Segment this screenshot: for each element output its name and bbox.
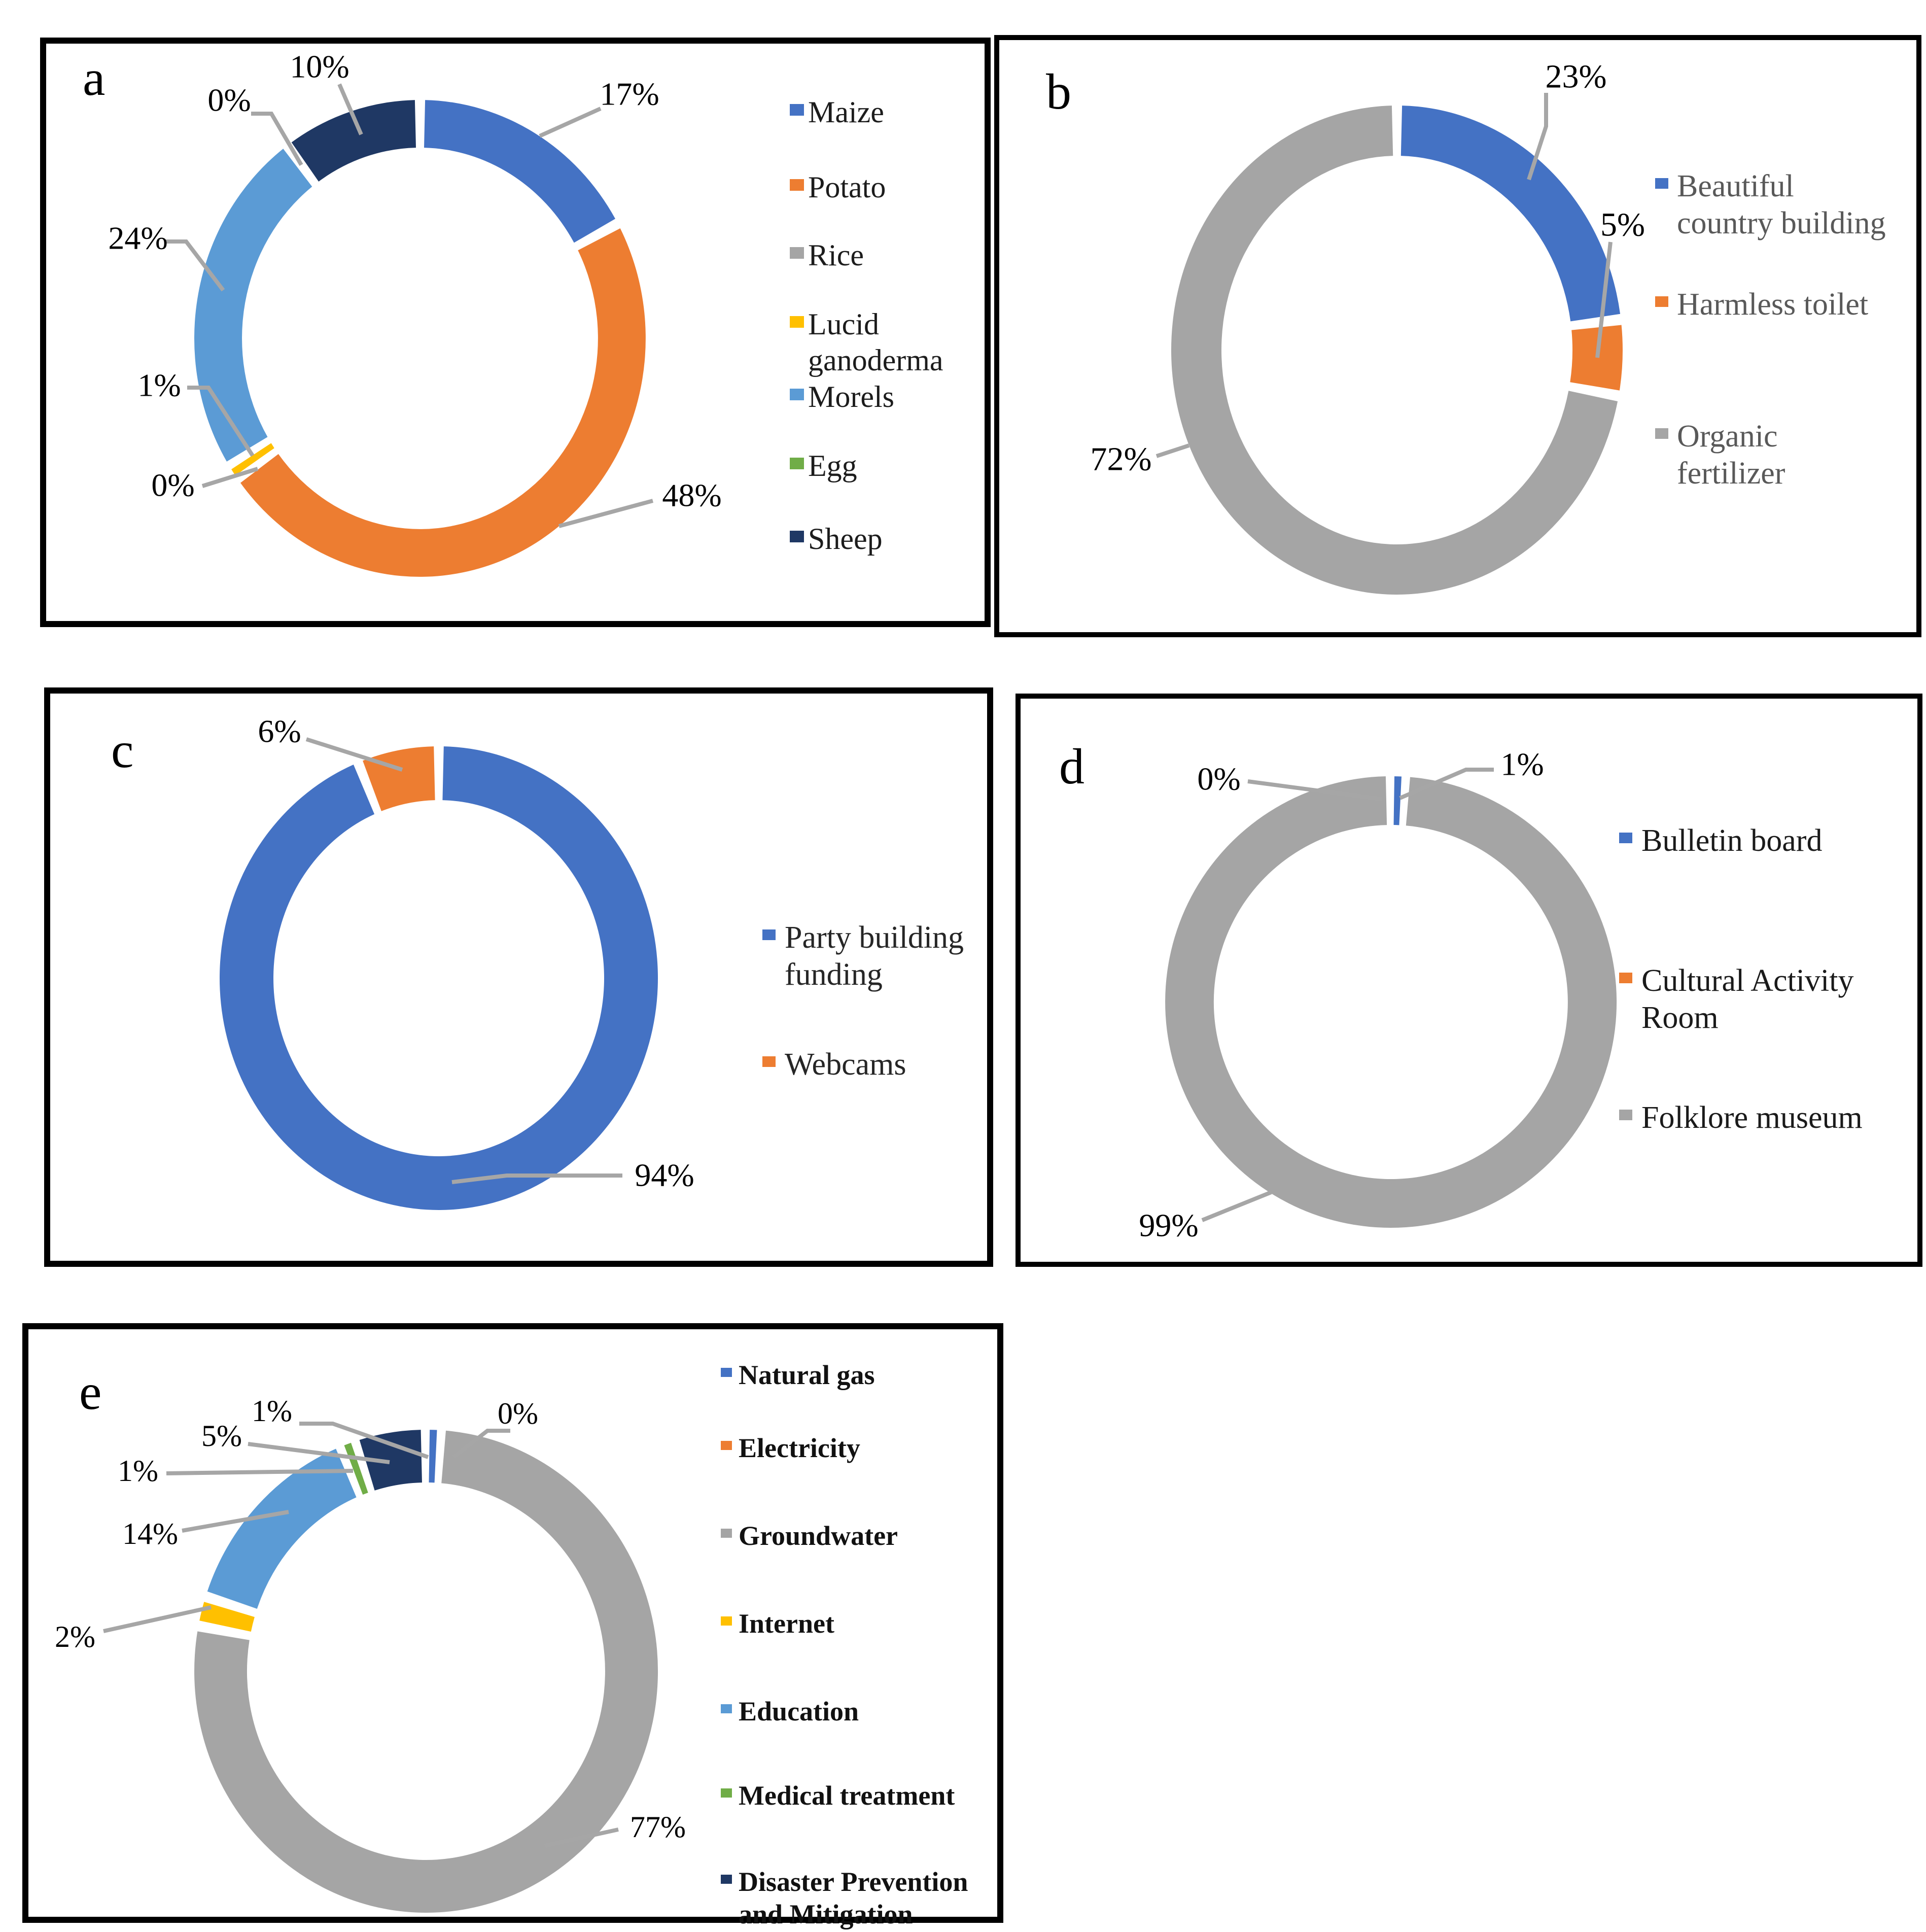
panel-letter-d: d [1059,738,1084,795]
donut-chart-a: 17% 48% 0% 1% 24% 0% 10% [108,49,722,577]
slice-e-disaster-prevention-and-mitigation [359,1430,422,1491]
slice-e-natural-gas [429,1430,437,1483]
slice-c-webcams [363,746,435,811]
data-label-d-bulletin-board: 1% [1500,746,1544,782]
slice-e-internet [199,1602,255,1632]
panel-letter-b: b [1046,63,1071,120]
data-label-a-lucid-ganoderma: 1% [137,367,181,403]
data-label-a-rice: 0% [151,467,194,503]
data-label-b-harmless-toilet: 5% [1600,206,1645,244]
panel-d: d 1% 0% 99% Bulletin board Cultural Activity… [1015,694,1922,1267]
leader-line-a-maize [539,107,602,138]
leader-line-a-sheep [337,83,363,135]
slice-a-morels [194,149,312,462]
data-label-a-maize: 17% [600,76,659,112]
leader-line-c-party-building-funding [451,1174,622,1184]
leader-line-d-folklore-museum [1201,1190,1272,1222]
data-label-e-internet: 2% [55,1620,95,1653]
data-label-d-cultural-activity-room: 0% [1197,761,1240,797]
data-label-a-potato: 48% [662,477,721,513]
slice-a-maize [424,100,615,243]
leader-line-a-egg [251,112,303,166]
leader-line-d-cultural-activity-room [1247,779,1382,801]
panel-e: e 1% 0% 77% 2% 14% 1% 5% Natural gas Electricity… [22,1323,1003,1929]
data-label-e-disaster-prevention-and-mitigation: 5% [201,1419,242,1453]
leader-line-e-medical-treatment [166,1469,354,1475]
leader-line-e-groundwater [544,1827,619,1848]
leader-line-e-electricity [452,1429,510,1459]
slice-d-bulletin-board [1393,776,1402,825]
slice-e-education [207,1448,357,1609]
panel-a: a 17% 48% 0% 1% 24% 0% 10% Maize Potato Rice Lucid… [40,38,991,627]
leader-line-e-natural-gas [299,1422,429,1459]
leader-line-a-rice [201,467,259,488]
data-label-b-beautiful-country-building: 23% [1546,58,1607,95]
leader-line-b-beautiful-country-building [1527,93,1548,181]
donut-chart-d: 1% 0% 99% [1139,746,1617,1244]
donut-chart-c: 94% 6% [220,713,694,1210]
slice-c-party-building-funding [220,746,658,1210]
donut-chart-e: 1% 0% 77% 2% 14% 1% 5% [55,1394,686,1913]
slice-d-folklore-museum [1165,776,1617,1228]
leader-line-b-harmless-toilet [1595,242,1613,358]
panel-letter-c: c [111,722,134,778]
donut-chart-b: 23% 5% 72% [1091,58,1645,595]
slice-a-potato [240,228,646,577]
slice-b-harmless-toilet [1570,325,1623,391]
leader-line-c-webcams [305,737,403,772]
leader-line-d-bulletin-board [1399,768,1494,800]
data-label-e-natural-gas: 1% [252,1394,292,1428]
data-label-e-groundwater: 77% [630,1810,686,1844]
leader-line-b-organic-fertilizer [1155,443,1190,458]
data-label-e-electricity: 0% [498,1397,538,1430]
leader-line-a-lucid-ganoderma [187,386,255,457]
slice-a-sheep [291,100,416,182]
data-label-c-party-building-funding: 94% [635,1157,694,1193]
panel-letter-e: e [79,1364,102,1420]
data-label-a-sheep: 10% [290,49,349,85]
leader-line-a-potato [558,499,654,528]
slice-a-lucid-ganoderma [231,443,274,476]
data-label-a-egg: 0% [207,82,251,118]
panel-letter-a: a [83,50,106,106]
leader-line-e-education [182,1510,289,1533]
data-label-b-organic-fertilizer: 72% [1091,441,1152,478]
data-label-c-webcams: 6% [258,713,301,749]
leader-line-e-internet [103,1605,212,1633]
leader-line-e-disaster-prevention-and-mitigation [248,1442,390,1464]
data-label-e-medical-treatment: 1% [118,1454,158,1488]
panel-c: c 94% 6% Party building funding Webcams [44,687,993,1267]
leader-line-a-morels [166,239,225,292]
data-label-e-education: 14% [122,1517,178,1550]
data-label-d-folklore-museum: 99% [1139,1208,1198,1244]
data-label-a-morels: 24% [108,220,167,256]
panel-b: b 23% 5% 72% Beautiful country building Harm… [994,35,1921,637]
slice-b-beautiful-country-building [1400,106,1621,322]
